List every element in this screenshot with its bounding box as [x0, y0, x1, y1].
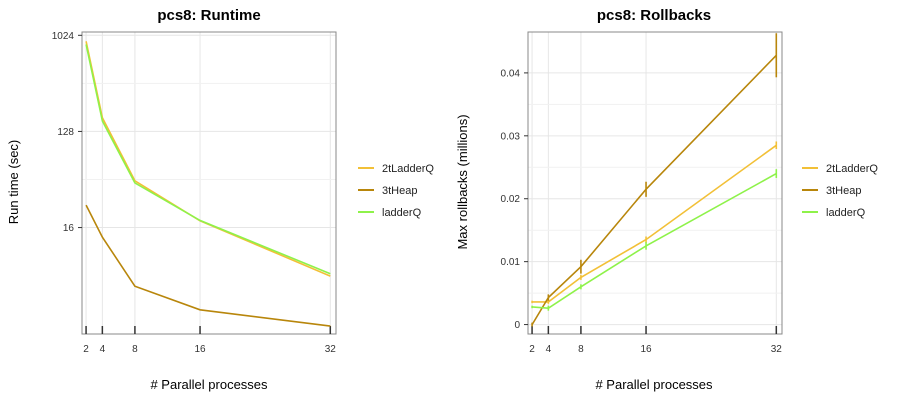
runtime-legend-label: 3tHeap — [382, 185, 417, 197]
runtime-x-tick-label: 32 — [325, 344, 337, 355]
rollbacks-legend-label: ladderQ — [826, 207, 866, 219]
runtime-x-tick-label: 16 — [194, 344, 206, 355]
rollbacks-plot-frame — [527, 31, 783, 335]
rollbacks-y-tick-label: 0.02 — [501, 194, 521, 205]
runtime-y-tick-label: 1024 — [52, 31, 75, 42]
runtime-y-axis-title: Run time (sec) — [6, 140, 21, 225]
rollbacks-y-ticks: 0 0.01 0.02 0.03 0.04 — [501, 68, 528, 331]
rollbacks-series-line-ladderQ — [532, 172, 777, 310]
rollbacks-legend: 2tLadderQ 3tHeap ladderQ — [802, 163, 878, 219]
runtime-chart: pcs8: Runtime # Parallel processes Run t… — [6, 7, 434, 392]
runtime-series-line-3tHeap — [85, 204, 331, 327]
rollbacks-y-tick-label: 0.01 — [501, 257, 521, 268]
runtime-x-ticks: 2 4 8 16 32 — [83, 326, 336, 355]
runtime-series — [85, 41, 331, 327]
rollbacks-y-tick-label: 0.04 — [501, 68, 521, 79]
rollbacks-legend-label: 3tHeap — [826, 185, 861, 197]
rollbacks-x-tick-label: 32 — [771, 344, 783, 355]
rollbacks-legend-label: 2tLadderQ — [826, 163, 878, 175]
runtime-grid — [82, 32, 336, 334]
rollbacks-y-tick-label: 0 — [514, 320, 520, 331]
rollbacks-x-tick-label: 2 — [529, 344, 535, 355]
rollbacks-series-line-3tHeap — [531, 54, 777, 326]
runtime-y-tick-label: 128 — [57, 127, 74, 138]
runtime-x-tick-label: 8 — [132, 344, 138, 355]
runtime-x-tick-label: 4 — [100, 344, 106, 355]
rollbacks-chart: pcs8: Rollbacks # Parallel processes Max… — [455, 7, 878, 392]
runtime-plot-frame — [81, 31, 337, 335]
runtime-y-ticks: 16 128 1024 — [52, 31, 82, 234]
rollbacks-x-tick-label: 4 — [546, 344, 552, 355]
runtime-chart-title: pcs8: Runtime — [157, 7, 260, 24]
rollbacks-x-tick-label: 8 — [578, 344, 584, 355]
rollbacks-y-tick-label: 0.03 — [501, 131, 521, 142]
rollbacks-x-tick-label: 16 — [640, 344, 652, 355]
rollbacks-x-ticks: 2 4 8 16 32 — [529, 326, 782, 355]
runtime-x-tick-label: 2 — [83, 344, 89, 355]
runtime-series-line-ladderQ — [85, 44, 331, 275]
runtime-legend-label: 2tLadderQ — [382, 163, 434, 175]
rollbacks-x-axis-title: # Parallel processes — [595, 377, 713, 392]
runtime-legend-label: ladderQ — [382, 207, 422, 219]
rollbacks-y-axis-title: Max rollbacks (millions) — [455, 114, 470, 249]
rollbacks-series — [531, 33, 778, 327]
runtime-y-tick-label: 16 — [63, 223, 75, 234]
runtime-x-axis-title: # Parallel processes — [150, 377, 268, 392]
rollbacks-chart-title: pcs8: Rollbacks — [597, 7, 711, 24]
runtime-legend: 2tLadderQ 3tHeap ladderQ — [358, 163, 434, 219]
